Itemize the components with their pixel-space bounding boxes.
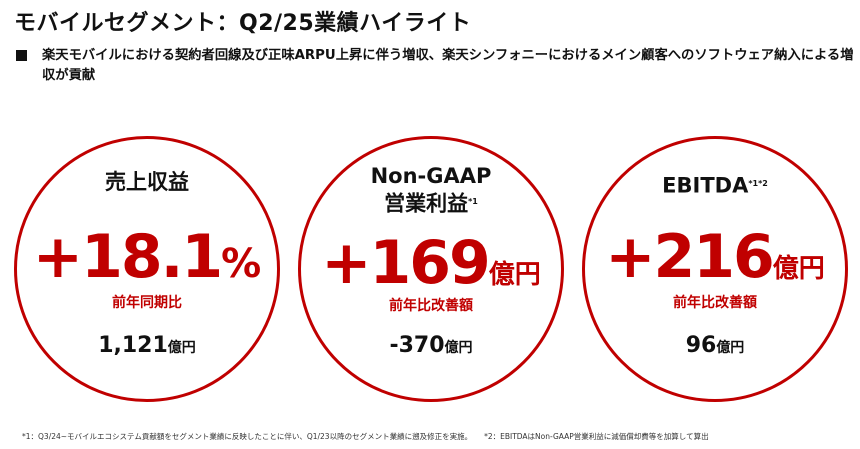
kpi-absolute-value: -370 [389,333,445,358]
kpi-sign: + [32,222,83,292]
kpi-title: EBITDA [662,173,749,198]
summary-bullet: 楽天モバイルにおける契約者回線及び正味ARPU上昇に伴う増収、楽天シンフォニーに… [14,46,854,86]
kpi-unit: 億円 [772,254,825,284]
kpi-absolute: 1,121億円 [17,333,277,358]
kpi-revenue-circle: 売上収益 +18.1% 前年同期比 1,121億円 [14,136,280,402]
kpi-absolute-unit: 億円 [716,340,745,356]
footnote-1: *1：Q3/24~モバイルエコシステム貢献額をセグメント業績に反映したことに伴い… [22,432,473,441]
kpi-main-value: +169億円 [301,233,561,293]
kpi-main-value: +216億円 [585,227,845,287]
kpi-footnote-ref: *1*2 [748,179,768,188]
kpi-ebitda-circle: EBITDA*1*2 +216億円 前年比改善額 96億円 [582,136,848,402]
kpi-footnote-ref: *1 [468,197,478,206]
kpi-operating-income-circle: Non-GAAP 営業利益*1 +169億円 前年比改善額 -370億円 [298,136,564,402]
kpi-unit: 億円 [488,260,541,290]
kpi-sub-label: 前年比改善額 [673,295,757,311]
footnotes: *1：Q3/24~モバイルエコシステム貢献額をセグメント業績に反映したことに伴い… [22,431,709,442]
kpi-main-value: +18.1% [17,227,277,287]
kpi-value: 18.1 [81,222,223,292]
page-title: モバイルセグメント：Q2/25業績ハイライト [14,11,472,36]
footnote-2: *2：EBITDAはNon-GAAP営業利益に減価償却費等を加算して算出 [484,432,709,441]
kpi-absolute-value: 96 [685,333,717,358]
summary-text: 楽天モバイルにおける契約者回線及び正味ARPU上昇に伴う増収、楽天シンフォニーに… [42,48,854,83]
kpi-title-line2: 営業利益 [384,191,469,216]
kpi-sign: + [321,228,371,298]
kpi-absolute-value: 1,121 [98,333,168,358]
square-bullet-icon [16,50,27,61]
kpi-sub-label: 前年同期比 [112,295,182,311]
kpi-absolute-unit: 億円 [167,340,196,356]
kpi-unit: % [221,241,262,287]
kpi-title-line1: Non-GAAP [370,164,492,188]
kpi-value: 169 [369,228,491,298]
kpi-sub-label: 前年比改善額 [389,298,473,314]
kpi-absolute: -370億円 [301,333,561,358]
kpi-sign: + [605,222,655,292]
kpi-value: 216 [653,222,775,292]
kpi-absolute: 96億円 [585,333,845,358]
kpi-title: 売上収益 [105,170,189,194]
kpi-absolute-unit: 億円 [444,340,473,356]
